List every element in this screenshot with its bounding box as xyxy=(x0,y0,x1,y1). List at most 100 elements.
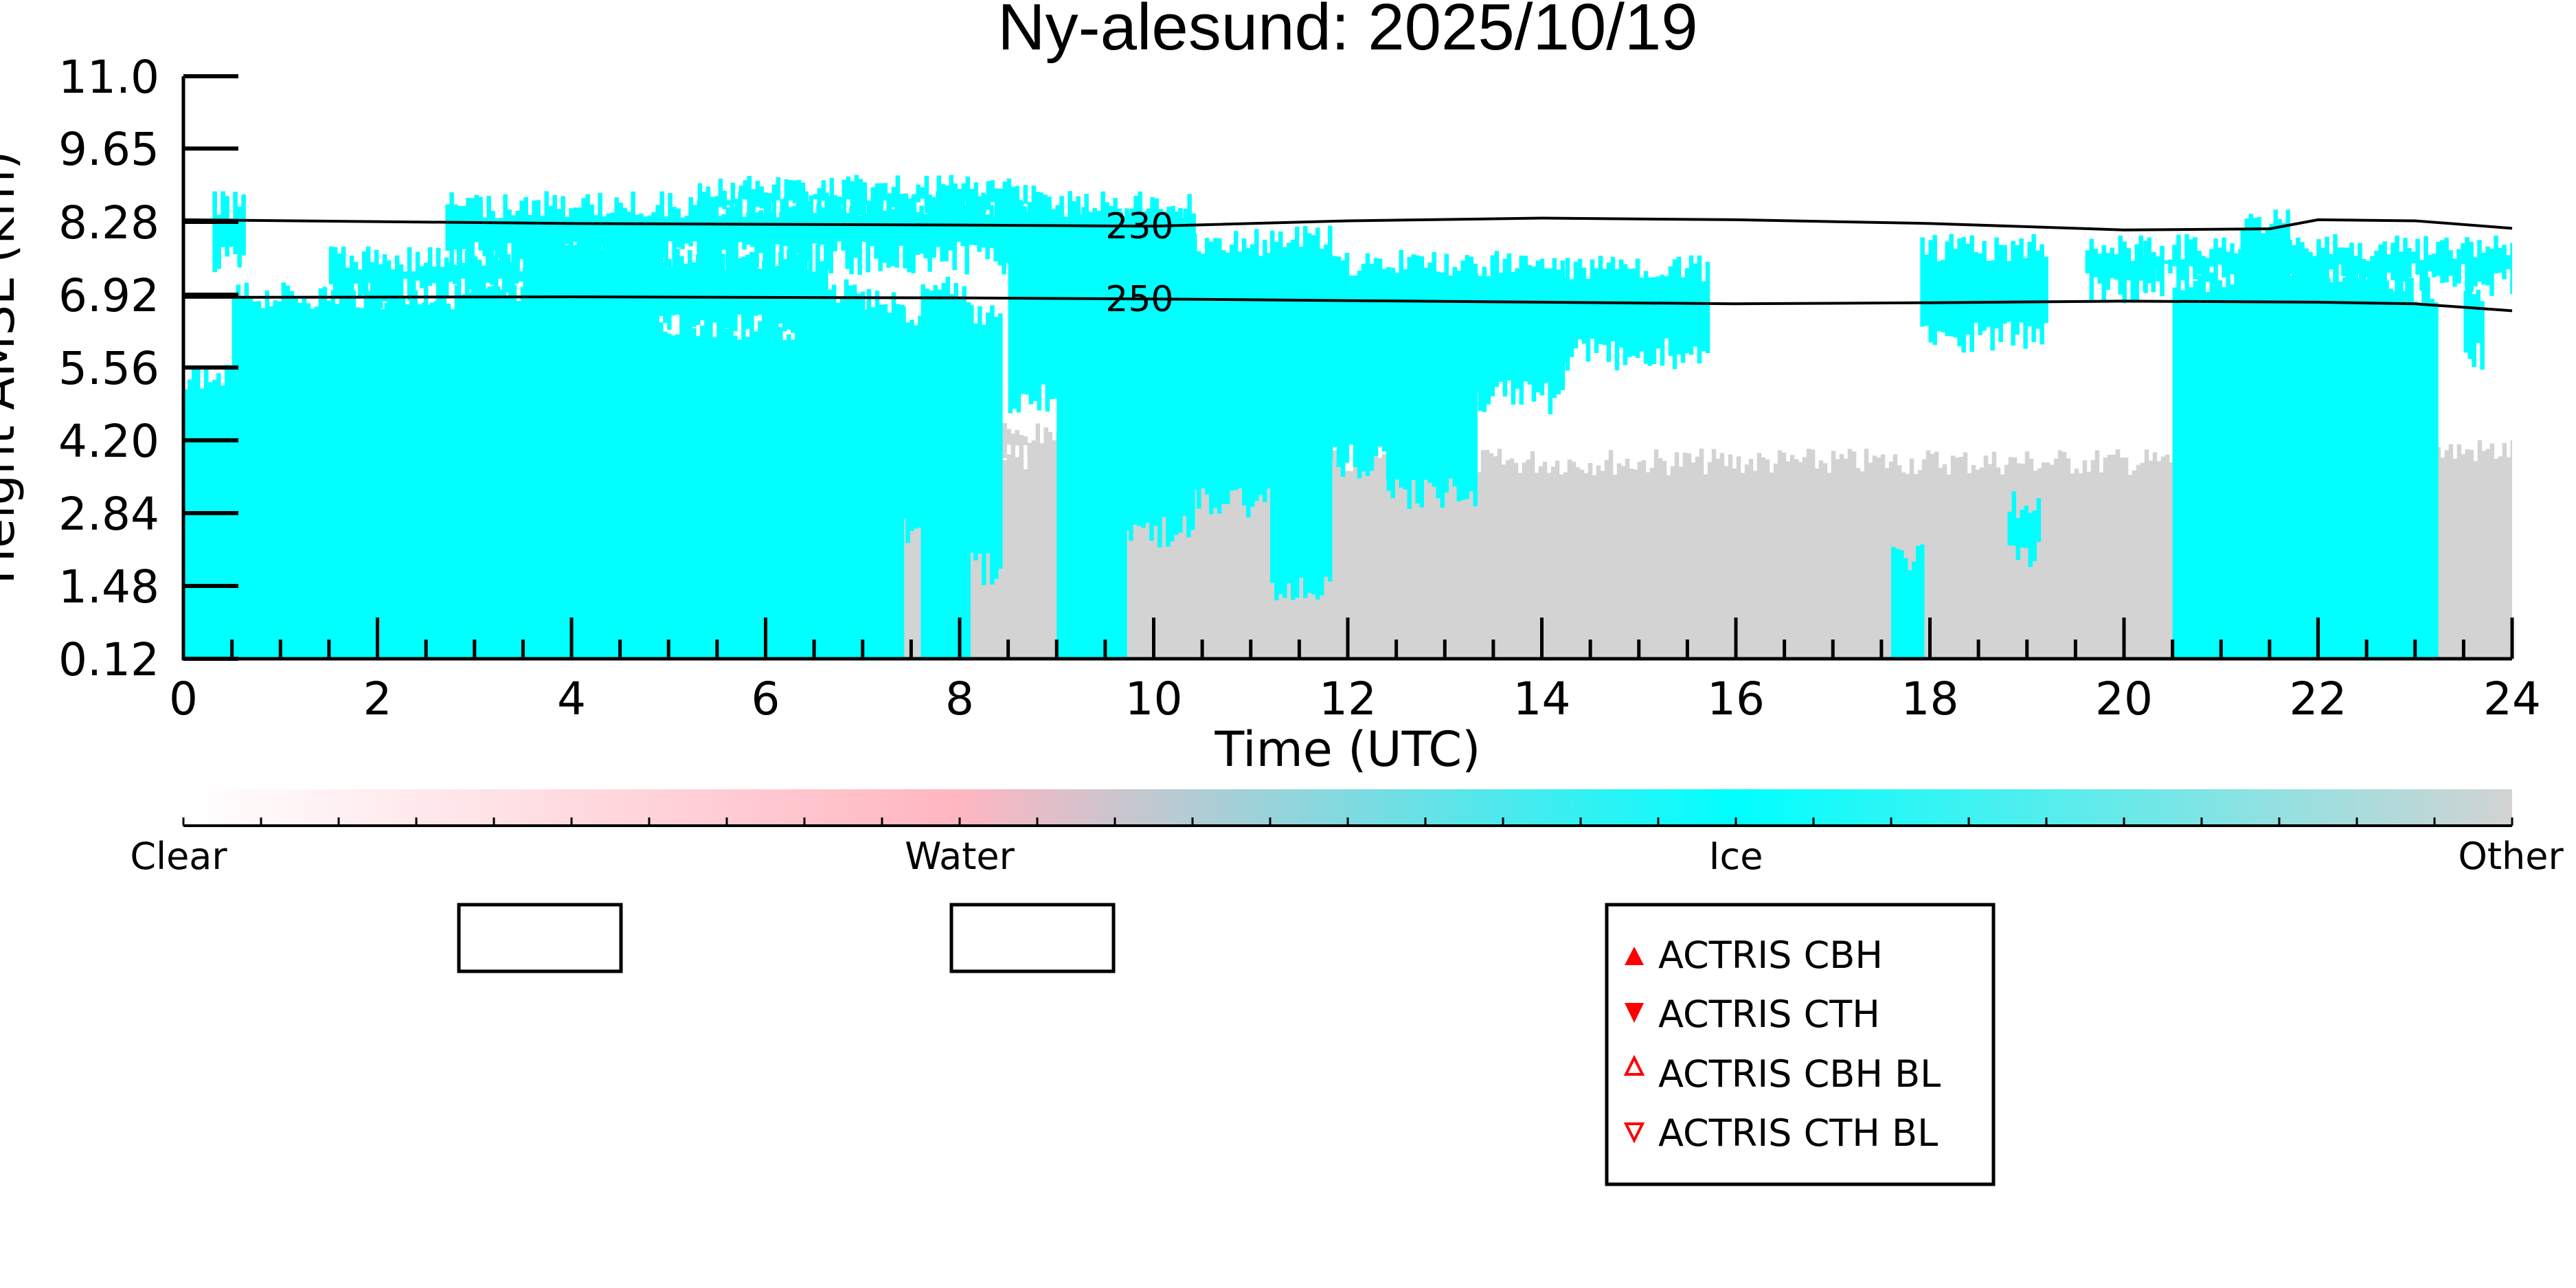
cell-column xyxy=(1789,455,1795,659)
cell-column xyxy=(1773,463,1778,659)
cell-column xyxy=(2002,245,2007,324)
cell-column xyxy=(990,180,995,203)
cell-column xyxy=(1950,455,1956,659)
cell-column xyxy=(1452,267,1457,487)
cell-column xyxy=(1954,457,1960,659)
cell-column xyxy=(1522,462,1527,659)
cell-column xyxy=(982,324,986,585)
cell-column xyxy=(936,175,942,232)
cell-column xyxy=(940,183,946,231)
cell-column xyxy=(1250,450,1255,659)
cell-column xyxy=(821,180,826,201)
cell-column xyxy=(949,294,954,659)
cell-column xyxy=(965,177,971,212)
cell-column xyxy=(343,293,348,659)
cell-column xyxy=(506,254,511,293)
region-ice xyxy=(1328,252,1391,479)
y-tick-label: 9.65 xyxy=(58,123,159,176)
cell-column xyxy=(490,211,495,251)
cell-column xyxy=(2403,238,2408,282)
cell-column xyxy=(2337,247,2342,264)
cell-column xyxy=(1225,455,1230,659)
cell-column xyxy=(1651,277,1657,364)
cell-column xyxy=(755,181,760,207)
y-tick-label: 0.12 xyxy=(58,633,159,686)
cell-column xyxy=(1965,243,1970,335)
cell-column xyxy=(2016,463,2022,659)
cell-column xyxy=(857,215,862,275)
colorbar-label-ice: Ice xyxy=(1709,835,1763,878)
cell-column xyxy=(1024,212,1030,395)
cell-column xyxy=(1081,207,1086,659)
cell-column xyxy=(2209,272,2215,659)
cell-column xyxy=(1182,223,1187,517)
legend-label: ACTRIS CBH xyxy=(1658,934,1883,977)
cell-column xyxy=(675,334,680,659)
region-ice xyxy=(659,317,795,659)
y-tick-label: 2.84 xyxy=(58,488,159,541)
cell-column xyxy=(626,232,631,659)
cell-column xyxy=(1344,252,1350,463)
cell-column xyxy=(2473,257,2478,286)
cell-column xyxy=(2044,256,2048,324)
cell-column xyxy=(1377,457,1383,659)
cell-column xyxy=(1916,545,1921,659)
cell-column xyxy=(2240,229,2245,659)
cell-column xyxy=(671,267,676,316)
cell-column xyxy=(2032,510,2037,561)
cell-column xyxy=(1765,459,1770,659)
cell-column xyxy=(1802,457,1807,659)
cell-column xyxy=(1662,460,1667,659)
cell-column xyxy=(1043,454,1049,659)
cell-column xyxy=(1052,461,1057,659)
cell-column xyxy=(1291,239,1296,600)
cell-column xyxy=(2115,449,2121,659)
cell-column xyxy=(244,282,249,659)
cell-column xyxy=(1320,249,1324,596)
cell-column xyxy=(1969,235,1974,352)
cell-column xyxy=(2197,251,2202,275)
cell-column xyxy=(700,326,705,659)
cell-column xyxy=(1406,465,1412,659)
cell-column xyxy=(1946,474,1952,659)
region-ice xyxy=(2143,234,2512,297)
cell-column xyxy=(1934,451,1939,659)
cell-column xyxy=(1439,460,1445,659)
cell-column xyxy=(1818,460,1824,659)
cell-column xyxy=(527,226,532,659)
cell-column xyxy=(1057,227,1061,659)
cell-column xyxy=(745,337,750,659)
x-tick-label: 18 xyxy=(1901,673,1959,725)
cell-column xyxy=(593,249,598,659)
cell-column xyxy=(511,215,516,264)
cell-column xyxy=(1493,456,1498,659)
cell-column xyxy=(2027,241,2032,327)
cell-column xyxy=(903,193,909,211)
cell-column xyxy=(2012,457,2018,659)
cell-column xyxy=(1994,237,1999,328)
cell-column xyxy=(1464,455,1469,659)
cell-column xyxy=(2097,253,2102,284)
cell-column xyxy=(1444,253,1449,493)
cell-column xyxy=(1542,462,1548,659)
cell-column xyxy=(2477,240,2482,282)
cell-column xyxy=(365,246,371,283)
cell-column xyxy=(285,285,291,659)
cell-column xyxy=(779,211,784,267)
cell-column xyxy=(2099,472,2104,659)
cell-column xyxy=(683,264,688,338)
cell-column xyxy=(1957,238,1962,346)
cell-column xyxy=(2502,245,2507,280)
x-axis-label: Time (UTC) xyxy=(1214,721,1481,778)
cell-column xyxy=(978,199,983,213)
cell-column xyxy=(771,184,777,223)
cell-column xyxy=(2156,461,2162,659)
cell-column xyxy=(667,258,672,330)
cell-column xyxy=(708,319,713,659)
cell-column xyxy=(1245,460,1251,659)
cell-column xyxy=(1643,271,1649,364)
cell-column xyxy=(1938,468,1943,659)
cell-column xyxy=(1242,238,1247,506)
cell-column xyxy=(536,200,541,259)
cell-column xyxy=(2296,237,2301,280)
